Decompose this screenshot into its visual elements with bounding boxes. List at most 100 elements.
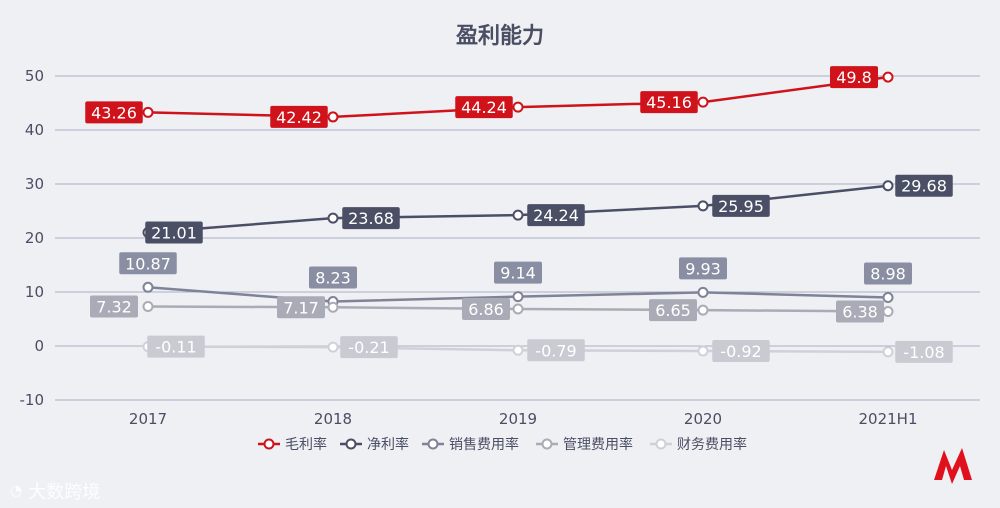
data-label: 42.42 <box>276 108 322 127</box>
data-point <box>327 111 339 123</box>
data-label: 7.32 <box>96 297 132 316</box>
data-label: 25.95 <box>718 197 764 216</box>
data-point <box>512 291 524 303</box>
data-label-box <box>340 336 398 359</box>
data-label-box <box>85 101 143 124</box>
data-point <box>512 303 524 315</box>
data-label: 8.98 <box>870 265 906 284</box>
data-point <box>512 209 524 221</box>
data-label-box <box>895 174 953 197</box>
data-label: 8.23 <box>315 269 351 288</box>
data-label: 10.87 <box>125 254 171 273</box>
data-point <box>697 286 709 298</box>
x-tick-label: 2020 <box>684 410 722 428</box>
data-point <box>327 212 339 224</box>
data-label: -1.08 <box>903 343 944 362</box>
x-tick-label: 2019 <box>499 410 537 428</box>
data-label: 6.38 <box>842 303 878 322</box>
data-label: -0.79 <box>535 341 576 360</box>
legend-label: 销售费用率 <box>449 436 519 453</box>
legend-marker <box>655 438 667 450</box>
data-label: 9.14 <box>500 264 536 283</box>
data-label-box <box>649 299 697 322</box>
y-tick-label: 50 <box>25 67 44 85</box>
data-label-box <box>342 207 400 230</box>
series-line <box>147 184 889 234</box>
data-label-box <box>270 105 328 128</box>
x-tick-label: 2021H1 <box>859 410 918 428</box>
data-label-box <box>527 339 585 362</box>
data-label-box <box>836 300 884 323</box>
y-tick-label: 10 <box>25 283 44 301</box>
data-label-box <box>640 91 698 114</box>
data-point <box>327 301 339 313</box>
data-point <box>882 306 894 318</box>
watermark-text: 大数跨境 <box>28 482 101 503</box>
data-label: 6.65 <box>655 301 691 320</box>
legend-marker <box>541 438 553 450</box>
watermark: ◔ 大数跨境 <box>10 478 100 504</box>
data-point <box>882 180 894 192</box>
legend-marker <box>427 438 439 450</box>
data-label-box <box>895 340 953 363</box>
data-label: 44.24 <box>461 98 507 117</box>
data-point <box>327 341 339 353</box>
data-point <box>882 71 894 83</box>
data-label-box <box>462 297 510 320</box>
data-point <box>882 292 894 304</box>
data-label: 43.26 <box>91 103 137 122</box>
data-point <box>697 304 709 316</box>
legend-marker <box>263 438 275 450</box>
data-point <box>512 344 524 356</box>
y-tick-label: -10 <box>20 391 45 409</box>
brand-logo <box>934 448 972 484</box>
data-point <box>697 200 709 212</box>
data-label-box <box>455 96 513 119</box>
legend-marker <box>345 438 357 450</box>
data-point <box>882 346 894 358</box>
data-label: 49.8 <box>836 68 872 87</box>
chart-title: 盈利能力 <box>455 24 544 49</box>
x-tick-label: 2017 <box>129 410 167 428</box>
data-label-box <box>527 204 585 227</box>
data-label: 7.17 <box>283 298 319 317</box>
data-label-box <box>712 339 770 362</box>
data-label-box <box>119 252 177 275</box>
y-tick-label: 30 <box>25 175 44 193</box>
data-label: -0.92 <box>720 342 761 361</box>
data-label-box <box>830 66 878 89</box>
data-label: -0.21 <box>348 338 389 357</box>
data-label-box <box>147 335 205 358</box>
data-label-box <box>494 261 542 284</box>
data-label-box <box>712 194 770 217</box>
data-point <box>142 106 154 118</box>
data-label: 45.16 <box>646 93 692 112</box>
data-label: -0.11 <box>155 338 196 357</box>
data-label: 23.68 <box>348 209 394 228</box>
legend-label: 毛利率 <box>285 436 327 453</box>
data-label: 6.86 <box>468 300 504 319</box>
data-label: 9.93 <box>685 259 721 278</box>
data-label: 24.24 <box>533 206 579 225</box>
data-label: 21.01 <box>151 224 197 243</box>
data-label-box <box>277 296 325 319</box>
legend-label: 净利率 <box>367 436 409 453</box>
legend-label: 管理费用率 <box>563 436 633 453</box>
weibo-icon: ◔ <box>10 483 23 499</box>
data-point <box>697 345 709 357</box>
data-label-box <box>864 262 912 285</box>
y-tick-label: 0 <box>34 337 44 355</box>
data-label: 29.68 <box>901 177 947 196</box>
data-label-box <box>90 295 138 318</box>
x-tick-label: 2018 <box>314 410 352 428</box>
data-label-box <box>679 257 727 280</box>
data-point <box>512 101 524 113</box>
legend-label: 财务费用率 <box>677 436 747 453</box>
data-label-box <box>309 266 357 289</box>
y-tick-label: 20 <box>25 229 44 247</box>
data-label-box <box>145 221 203 244</box>
y-tick-label: 40 <box>25 121 44 139</box>
data-point <box>142 300 154 312</box>
data-point <box>142 281 154 293</box>
